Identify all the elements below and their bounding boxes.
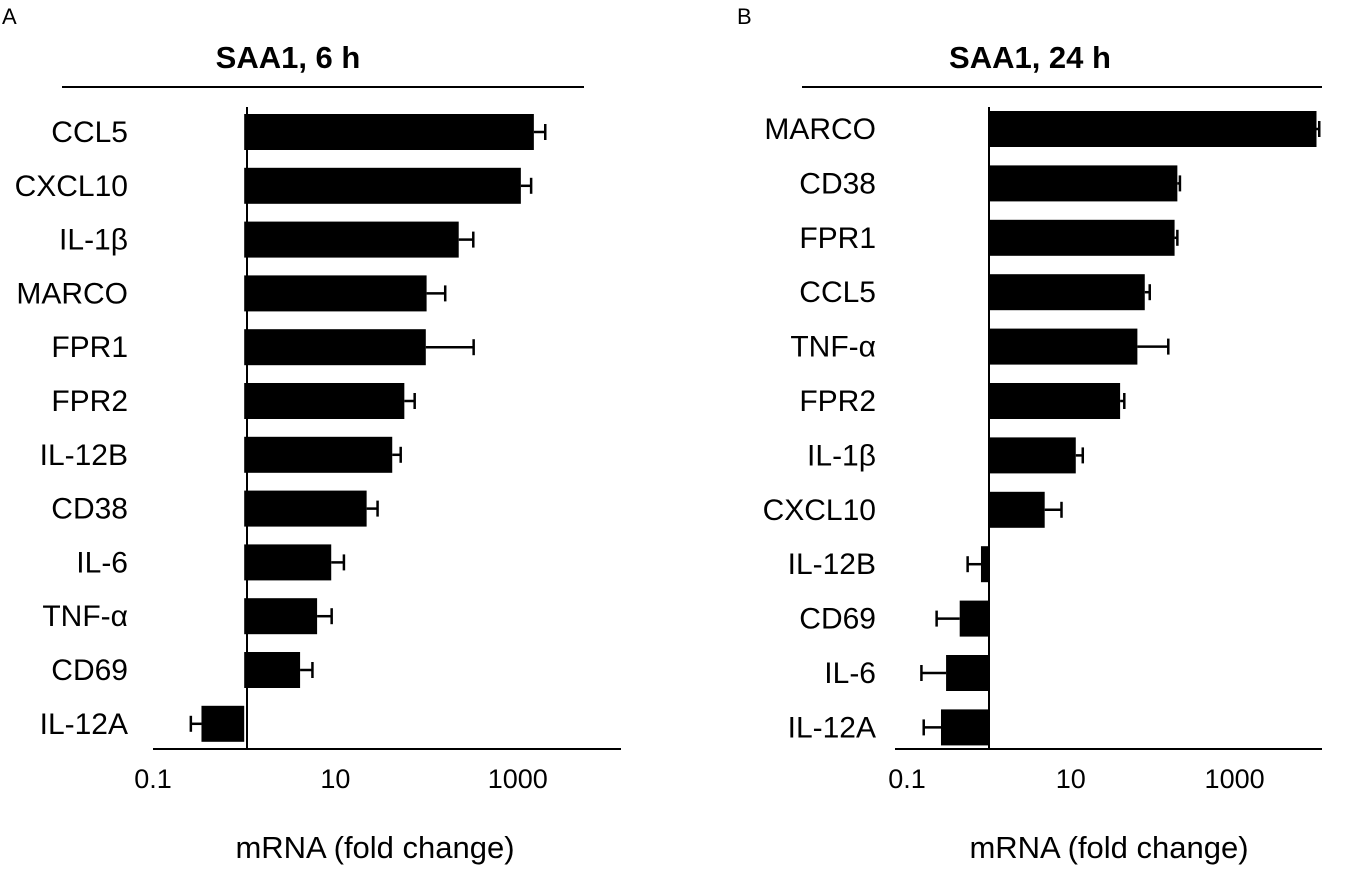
category-label-a-10: CD69 <box>51 654 128 687</box>
error-bar-a-11 <box>189 715 202 732</box>
category-label-b-8: IL-12B <box>788 548 876 581</box>
bar-b-1 <box>988 165 1178 202</box>
bar-a-2 <box>244 221 459 258</box>
error-bar-b-9 <box>935 610 960 627</box>
category-label-a-9: TNF-α <box>42 600 128 633</box>
category-labels-a: CCL5 CXCL10 IL-1β MARCO FPR1 FPR2 IL-12B CD38 IL… <box>15 116 128 741</box>
error-bar-a-4 <box>425 339 475 356</box>
chart-title-b: SAA1, 24 h <box>949 40 1111 75</box>
category-label-b-10: IL-6 <box>824 657 876 690</box>
bar-b-6 <box>988 437 1076 474</box>
x-tick-label-a-0: 0.1 <box>134 764 172 794</box>
bar-b-4 <box>988 328 1138 365</box>
error-bar-b-10 <box>920 665 947 681</box>
x-tick-label-a-1: 10 <box>320 764 350 794</box>
bar-b-11 <box>940 709 989 746</box>
category-label-b-4: TNF-α <box>790 331 876 364</box>
chart-title-a: SAA1, 6 h <box>216 40 361 75</box>
error-bar-b-3 <box>1144 284 1151 301</box>
error-bar-a-3 <box>426 285 447 302</box>
category-label-a-7: CD38 <box>51 493 128 526</box>
x-tick-labels-b: 0.1 10 1000 <box>888 764 1264 794</box>
error-bar-a-8 <box>331 554 346 571</box>
bar-b-0 <box>988 111 1317 147</box>
error-bar-b-6 <box>1075 447 1085 464</box>
error-bar-a-2 <box>458 231 475 248</box>
panel-letter-a: A <box>2 4 17 29</box>
category-label-b-9: CD69 <box>799 603 876 636</box>
bar-b-9 <box>959 600 989 637</box>
bar-a-1 <box>244 167 521 204</box>
category-label-a-6: IL-12B <box>40 439 128 472</box>
error-bar-a-6 <box>392 446 402 463</box>
error-bar-b-1 <box>1177 175 1182 192</box>
bar-a-7 <box>244 490 367 527</box>
panel-letter-b: B <box>737 4 752 29</box>
bar-a-8 <box>244 544 332 581</box>
bar-a-6 <box>244 436 393 473</box>
error-bar-b-0 <box>1316 121 1321 137</box>
error-bar-a-10 <box>300 662 314 678</box>
bar-a-3 <box>244 275 427 312</box>
error-bar-b-11 <box>922 719 941 736</box>
category-label-b-5: FPR2 <box>799 385 876 418</box>
bars-b <box>920 111 1321 746</box>
category-label-a-4: FPR1 <box>51 331 128 364</box>
x-tick-labels-a: 0.1 10 1000 <box>134 764 548 794</box>
category-label-b-3: CCL5 <box>799 276 876 309</box>
category-label-b-7: CXCL10 <box>763 494 876 527</box>
panel-b: B SAA1, 24 h MARCO CD38 FPR1 CCL5 TNF-α FPR2 I… <box>737 4 1322 865</box>
category-label-b-6: IL-1β <box>807 439 876 472</box>
bar-b-8 <box>980 546 989 583</box>
bar-b-5 <box>988 383 1121 419</box>
x-axis-label-a: mRNA (fold change) <box>235 830 514 865</box>
bar-a-0 <box>244 114 534 150</box>
panel-a: A SAA1, 6 h CCL5 CXCL10 IL-1β MARCO FPR1 FPR2… <box>2 4 621 865</box>
x-tick-label-b-0: 0.1 <box>888 764 926 794</box>
category-label-a-8: IL-6 <box>76 546 128 579</box>
bar-a-11 <box>201 705 245 742</box>
error-bar-a-0 <box>533 124 547 140</box>
error-bar-b-2 <box>1174 229 1179 246</box>
x-tick-label-b-1: 10 <box>1056 764 1086 794</box>
bar-a-4 <box>244 329 426 366</box>
error-bar-a-1 <box>520 177 533 194</box>
error-bar-a-7 <box>366 500 379 517</box>
category-label-a-1: CXCL10 <box>15 170 128 203</box>
bar-a-5 <box>244 383 405 419</box>
category-label-b-0: MARCO <box>764 113 876 146</box>
bar-b-7 <box>988 491 1045 528</box>
error-bar-b-7 <box>1044 501 1063 518</box>
category-label-b-11: IL-12A <box>788 711 876 744</box>
bar-b-2 <box>988 219 1175 256</box>
bar-b-3 <box>988 274 1145 311</box>
category-label-b-2: FPR1 <box>799 222 876 255</box>
error-bar-b-5 <box>1120 393 1126 409</box>
error-bar-a-9 <box>317 608 333 625</box>
category-label-a-11: IL-12A <box>40 708 128 741</box>
category-label-a-2: IL-1β <box>59 224 128 257</box>
bar-a-9 <box>244 598 318 635</box>
error-bar-a-5 <box>404 393 416 409</box>
category-label-b-1: CD38 <box>799 167 876 200</box>
x-tick-label-b-2: 1000 <box>1205 764 1265 794</box>
bars-a <box>189 114 547 742</box>
error-bar-b-4 <box>1137 338 1170 355</box>
category-label-a-5: FPR2 <box>51 385 128 418</box>
bar-a-10 <box>244 652 301 688</box>
x-axis-label-b: mRNA (fold change) <box>969 830 1248 865</box>
bar-b-10 <box>946 655 989 691</box>
category-label-a-0: CCL5 <box>51 116 128 149</box>
category-label-a-3: MARCO <box>16 277 128 310</box>
category-labels-b: MARCO CD38 FPR1 CCL5 TNF-α FPR2 IL-1β CXCL10 IL-… <box>763 113 876 744</box>
x-tick-label-a-2: 1000 <box>488 764 548 794</box>
error-bar-b-8 <box>966 556 981 573</box>
